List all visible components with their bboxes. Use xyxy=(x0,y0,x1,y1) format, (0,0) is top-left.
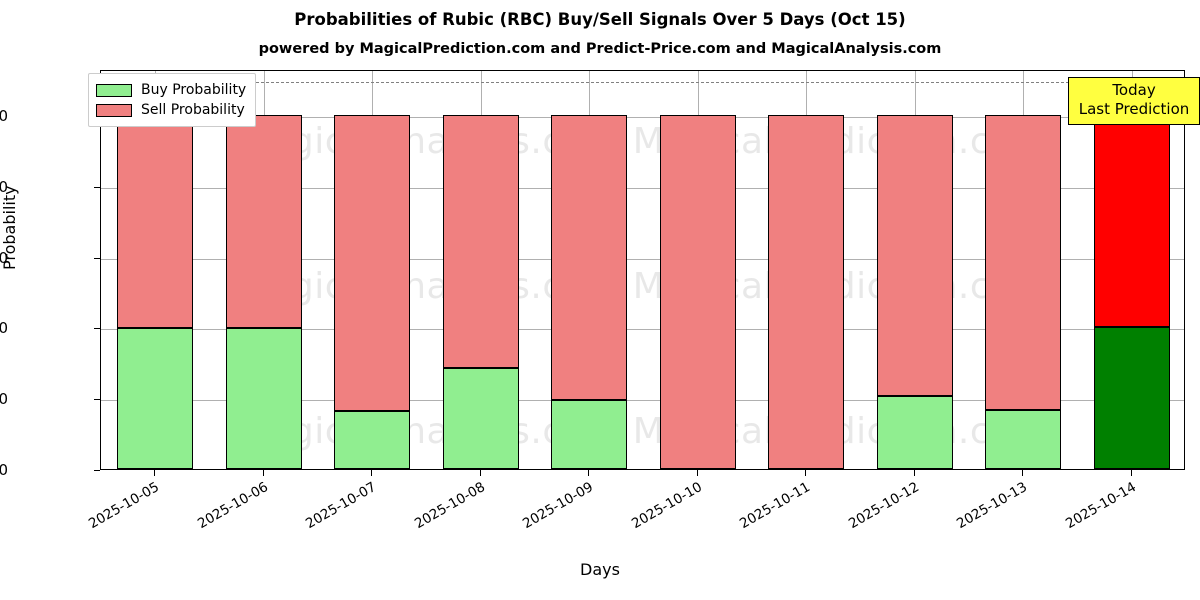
bar-group[interactable] xyxy=(117,71,194,469)
bar-segment-sell[interactable] xyxy=(225,115,302,329)
bar-group[interactable] xyxy=(442,71,519,469)
x-tick-mark xyxy=(696,470,698,476)
y-tick-mark xyxy=(94,257,100,259)
y-tick-label: 40 xyxy=(0,319,8,338)
y-tick-label: 100 xyxy=(0,107,8,126)
bar-segment-sell[interactable] xyxy=(117,115,194,329)
bar-group[interactable] xyxy=(334,71,411,469)
gridline-horizontal xyxy=(101,400,1184,402)
legend-label: Buy Probability xyxy=(141,82,247,98)
bar-segment-sell[interactable] xyxy=(442,115,519,369)
legend-swatch xyxy=(96,83,132,97)
chart-title: Probabilities of Rubic (RBC) Buy/Sell Si… xyxy=(294,10,906,29)
gridline-horizontal xyxy=(101,117,1184,119)
x-axis-label: Days xyxy=(580,560,620,579)
y-tick-mark xyxy=(94,399,100,401)
chart-legend: Buy Probability Sell Probability xyxy=(88,73,257,127)
gridline-horizontal xyxy=(101,258,1184,260)
plot-area: MagicalAnalysis.com MagicalPrediction.co… xyxy=(100,70,1185,470)
x-tick-mark xyxy=(1022,470,1024,476)
bar-segment-sell[interactable] xyxy=(985,115,1062,410)
x-tick-mark xyxy=(588,470,590,476)
y-tick-label: 20 xyxy=(0,390,8,409)
today-annotation: Today Last Prediction xyxy=(1067,77,1200,125)
bar-segment-buy[interactable] xyxy=(442,368,519,469)
x-tick-mark xyxy=(371,470,373,476)
bar-group[interactable] xyxy=(225,71,302,469)
y-tick-mark xyxy=(94,328,100,330)
bar-segment-buy[interactable] xyxy=(551,399,628,469)
bar-segment-buy[interactable] xyxy=(334,410,411,469)
gridline-horizontal xyxy=(101,329,1184,331)
gridline-horizontal xyxy=(101,187,1184,189)
legend-label: Sell Probability xyxy=(141,102,245,118)
bar-segment-sell[interactable] xyxy=(1093,115,1170,328)
bar-group[interactable] xyxy=(551,71,628,469)
y-tick-label: 0 xyxy=(0,461,8,479)
bars-layer xyxy=(101,71,1184,469)
legend-item[interactable]: Sell Probability xyxy=(96,100,246,120)
y-tick-label: 60 xyxy=(0,248,8,267)
x-tick-mark xyxy=(805,470,807,476)
bar-segment-buy[interactable] xyxy=(876,396,953,469)
y-tick-mark xyxy=(94,470,100,471)
bar-segment-buy[interactable] xyxy=(225,328,302,469)
bar-segment-sell[interactable] xyxy=(551,115,628,400)
bar-group[interactable] xyxy=(768,71,845,469)
reference-line xyxy=(101,81,1184,83)
y-axis-label: Probability xyxy=(0,185,19,270)
bar-segment-buy[interactable] xyxy=(985,409,1062,469)
bar-group[interactable] xyxy=(659,71,736,469)
x-tick-mark xyxy=(913,470,915,476)
bar-segment-buy[interactable] xyxy=(117,328,194,469)
bar-group[interactable] xyxy=(876,71,953,469)
x-tick-mark xyxy=(262,470,264,476)
x-tick-mark xyxy=(1130,470,1132,476)
bar-segment-sell[interactable] xyxy=(768,115,845,469)
today-label-line1: Today xyxy=(1112,81,1156,99)
legend-swatch xyxy=(96,103,132,117)
y-tick-label: 80 xyxy=(0,177,8,196)
today-label-line2: Last Prediction xyxy=(1078,100,1190,118)
bar-segment-sell[interactable] xyxy=(876,115,953,397)
bar-segment-buy[interactable] xyxy=(1093,327,1170,469)
bar-group[interactable] xyxy=(985,71,1062,469)
bar-segment-sell[interactable] xyxy=(334,115,411,411)
y-tick-mark xyxy=(94,186,100,188)
legend-item[interactable]: Buy Probability xyxy=(96,80,246,100)
bar-segment-sell[interactable] xyxy=(659,115,736,469)
x-tick-mark xyxy=(154,470,156,476)
bar-group[interactable] xyxy=(1093,71,1170,469)
chart-subtitle: powered by MagicalPrediction.com and Pre… xyxy=(258,41,942,57)
x-tick-mark xyxy=(479,470,481,476)
